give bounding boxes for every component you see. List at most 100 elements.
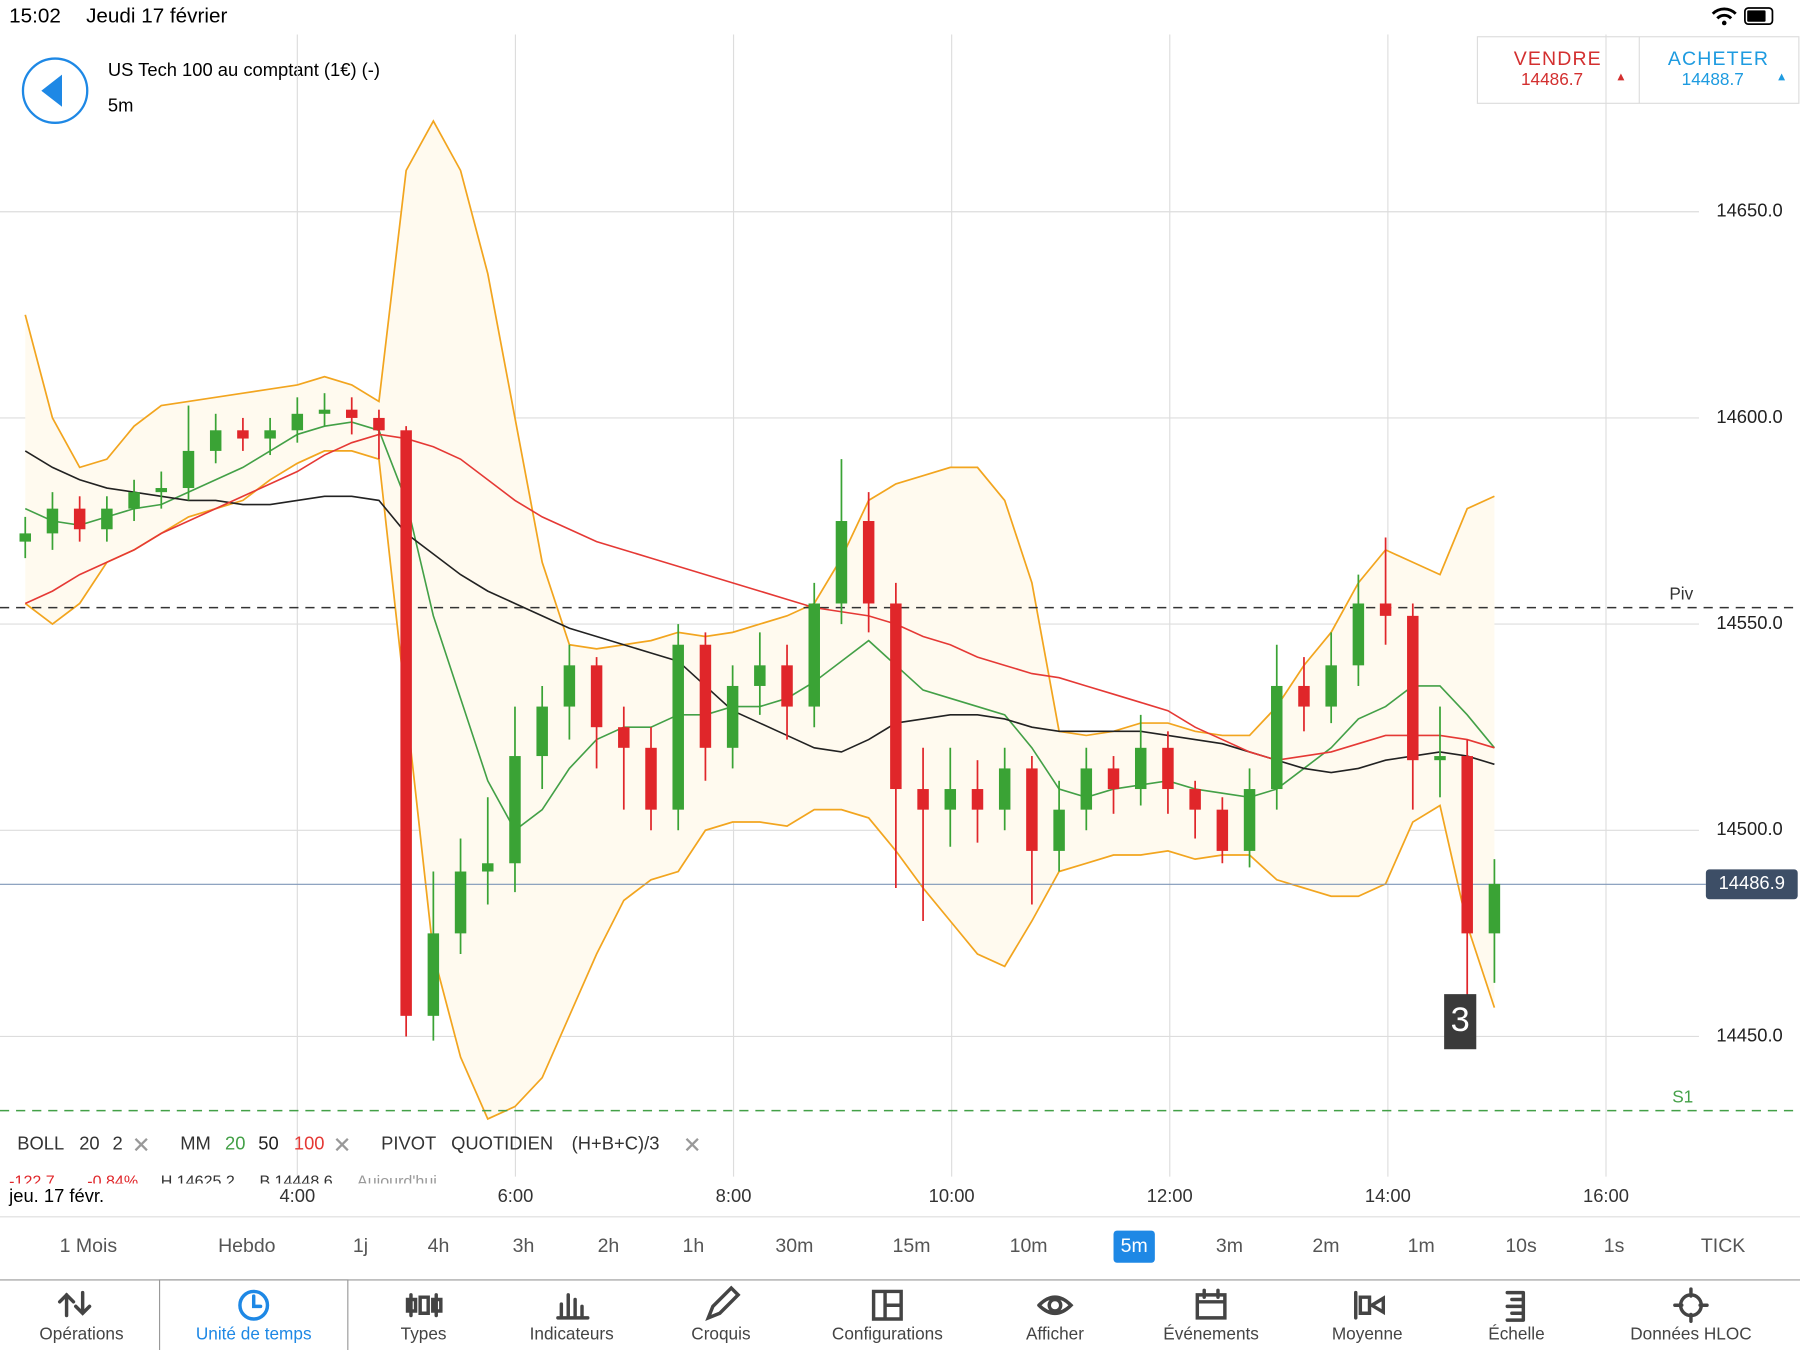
timeframe-option[interactable]: 5m [1121, 1235, 1148, 1257]
timeframe-option[interactable]: 2m [1312, 1235, 1339, 1257]
tab-icon [1195, 1288, 1227, 1320]
tab-label[interactable]: Unité de temps [196, 1324, 312, 1344]
tab-icon [871, 1289, 903, 1321]
candle-body [345, 409, 358, 418]
candle-body [1434, 756, 1446, 761]
timeframe-option[interactable]: Hebdo [218, 1235, 276, 1257]
candle-body [427, 933, 440, 1016]
timeframe-option[interactable]: 10m [1010, 1235, 1048, 1257]
remove-icon[interactable] [685, 1137, 699, 1152]
timeframe-option[interactable]: 1m [1408, 1235, 1435, 1257]
timeframe-option[interactable]: 2h [598, 1235, 620, 1257]
x-tick-label: 16:00 [1583, 1185, 1629, 1206]
tab-label[interactable]: Types [401, 1324, 447, 1344]
timeframe-selected [1113, 1230, 1155, 1263]
candle-body [726, 685, 739, 748]
badge-label: 3 [1451, 1001, 1470, 1039]
tab-icon [1037, 1295, 1074, 1315]
remove-icon[interactable] [134, 1137, 148, 1152]
legend-text: 50 [258, 1132, 278, 1153]
last-price-box [1705, 869, 1798, 900]
candle-body [264, 430, 276, 439]
y-tick-label: 14600.0 [1716, 406, 1782, 427]
timeframe-option[interactable]: 1h [683, 1235, 705, 1257]
stats-text: B 14448.6 [259, 1173, 332, 1191]
buy-price: 14488.7 [1682, 69, 1744, 89]
candle-body [454, 871, 467, 934]
band-upper [24, 119, 1495, 737]
sell-button[interactable]: VENDRE 14486.7 [1514, 48, 1625, 89]
timeframe-option[interactable]: 15m [893, 1235, 931, 1257]
timeframe-option[interactable]: 30m [775, 1235, 813, 1257]
tab-label[interactable]: Configurations [832, 1324, 943, 1344]
legend-text: BOLL [17, 1132, 64, 1153]
candle-body [1488, 883, 1501, 934]
tab-bar: Opérations Unité de temps Types Indicateurs… [39, 1279, 1752, 1350]
tab-label[interactable]: Indicateurs [530, 1324, 614, 1344]
instrument-title: US Tech 100 au comptant (1€) (-) [108, 59, 380, 80]
timeframe-option[interactable]: 1j [353, 1235, 368, 1257]
candle-body [1407, 615, 1419, 761]
tab-label[interactable]: Moyenne [1332, 1324, 1403, 1344]
candle-body [155, 488, 168, 493]
buy-button[interactable]: ACHETER 14488.7 [1668, 48, 1786, 89]
pivot-label: Piv [1669, 584, 1693, 604]
status-date: Jeudi 17 février [86, 5, 227, 28]
plot: Piv S1 14486.9 3 [0, 34, 1800, 1177]
tab-icon [1354, 1290, 1386, 1320]
tab-icon [705, 1285, 741, 1321]
candle-body [1162, 747, 1174, 790]
candle-body [509, 756, 521, 864]
tab-label[interactable]: Opérations [39, 1324, 123, 1344]
tab-label[interactable]: Échelle [1488, 1324, 1544, 1344]
indicator-legend: BOLL 20 2 MM 20 50 100 PIVOT QUOTIDIEN (H+B+C)/3 [17, 1132, 699, 1153]
timeframe-option[interactable]: 3h [513, 1235, 535, 1257]
legend-text: 20 [79, 1132, 99, 1153]
tab-label[interactable]: Afficher [1026, 1324, 1084, 1344]
x-date: jeu. 17 févr. [8, 1185, 104, 1206]
candle-body [536, 706, 548, 757]
legend-text: 100 [294, 1132, 325, 1153]
candle-body [19, 533, 31, 542]
timeframe-option[interactable]: 4h [428, 1235, 450, 1257]
timeframe-option[interactable]: 3m [1216, 1235, 1243, 1257]
tab-selected-frame [158, 1279, 349, 1350]
stats-text: Aujourd'hui [357, 1173, 437, 1191]
x-tick-label: 12:00 [1147, 1185, 1193, 1206]
candle-body [563, 665, 576, 707]
candle-body [699, 644, 712, 748]
timeframe-option[interactable]: TICK [1701, 1235, 1745, 1257]
x-tick-label: 14:00 [1365, 1185, 1411, 1206]
remove-icon[interactable] [335, 1137, 349, 1152]
stats: -122.7 -0.84% H 14625.2 B 14448.6 Aujourd'hu… [9, 1173, 437, 1191]
candle-body [917, 789, 929, 810]
back-button[interactable] [21, 57, 89, 124]
stats-text: H 14625.2 [161, 1173, 235, 1191]
last-price-label: 14486.9 [1719, 872, 1785, 893]
candle-body [1134, 747, 1147, 790]
status-time: 15:02 [9, 5, 61, 28]
candle-body [1271, 685, 1283, 790]
tab-label[interactable]: Croquis [691, 1324, 750, 1344]
candle-body [618, 727, 630, 748]
tab-icon [1673, 1287, 1709, 1324]
tab-label[interactable]: Événements [1163, 1324, 1259, 1344]
pivot-label: S1 [1672, 1087, 1693, 1107]
tab-label[interactable]: Données HLOC [1630, 1324, 1751, 1344]
candle-body [209, 430, 222, 451]
y-tick-label: 14450.0 [1716, 1024, 1782, 1045]
candle-body [46, 508, 59, 534]
timeframe-option[interactable]: 1s [1604, 1235, 1625, 1257]
timeframe-bar: 1 Mois Hebdo 1j 4h 3h 2h 1h 30m 15m 10m 5m 3m 2m 1m 10… [60, 1230, 1745, 1263]
candle-body [1352, 603, 1365, 666]
timeframe-option[interactable]: 1 Mois [60, 1235, 118, 1257]
candle-body [645, 747, 657, 810]
candle-body [944, 789, 957, 810]
legend-text: (H+B+C)/3 [572, 1132, 660, 1153]
timeframe-option[interactable]: 10s [1505, 1235, 1537, 1257]
legend-text: PIVOT [381, 1132, 436, 1153]
candle-body [754, 665, 766, 686]
timeframe-label: 5m [108, 95, 134, 116]
candle-body [1298, 685, 1310, 707]
